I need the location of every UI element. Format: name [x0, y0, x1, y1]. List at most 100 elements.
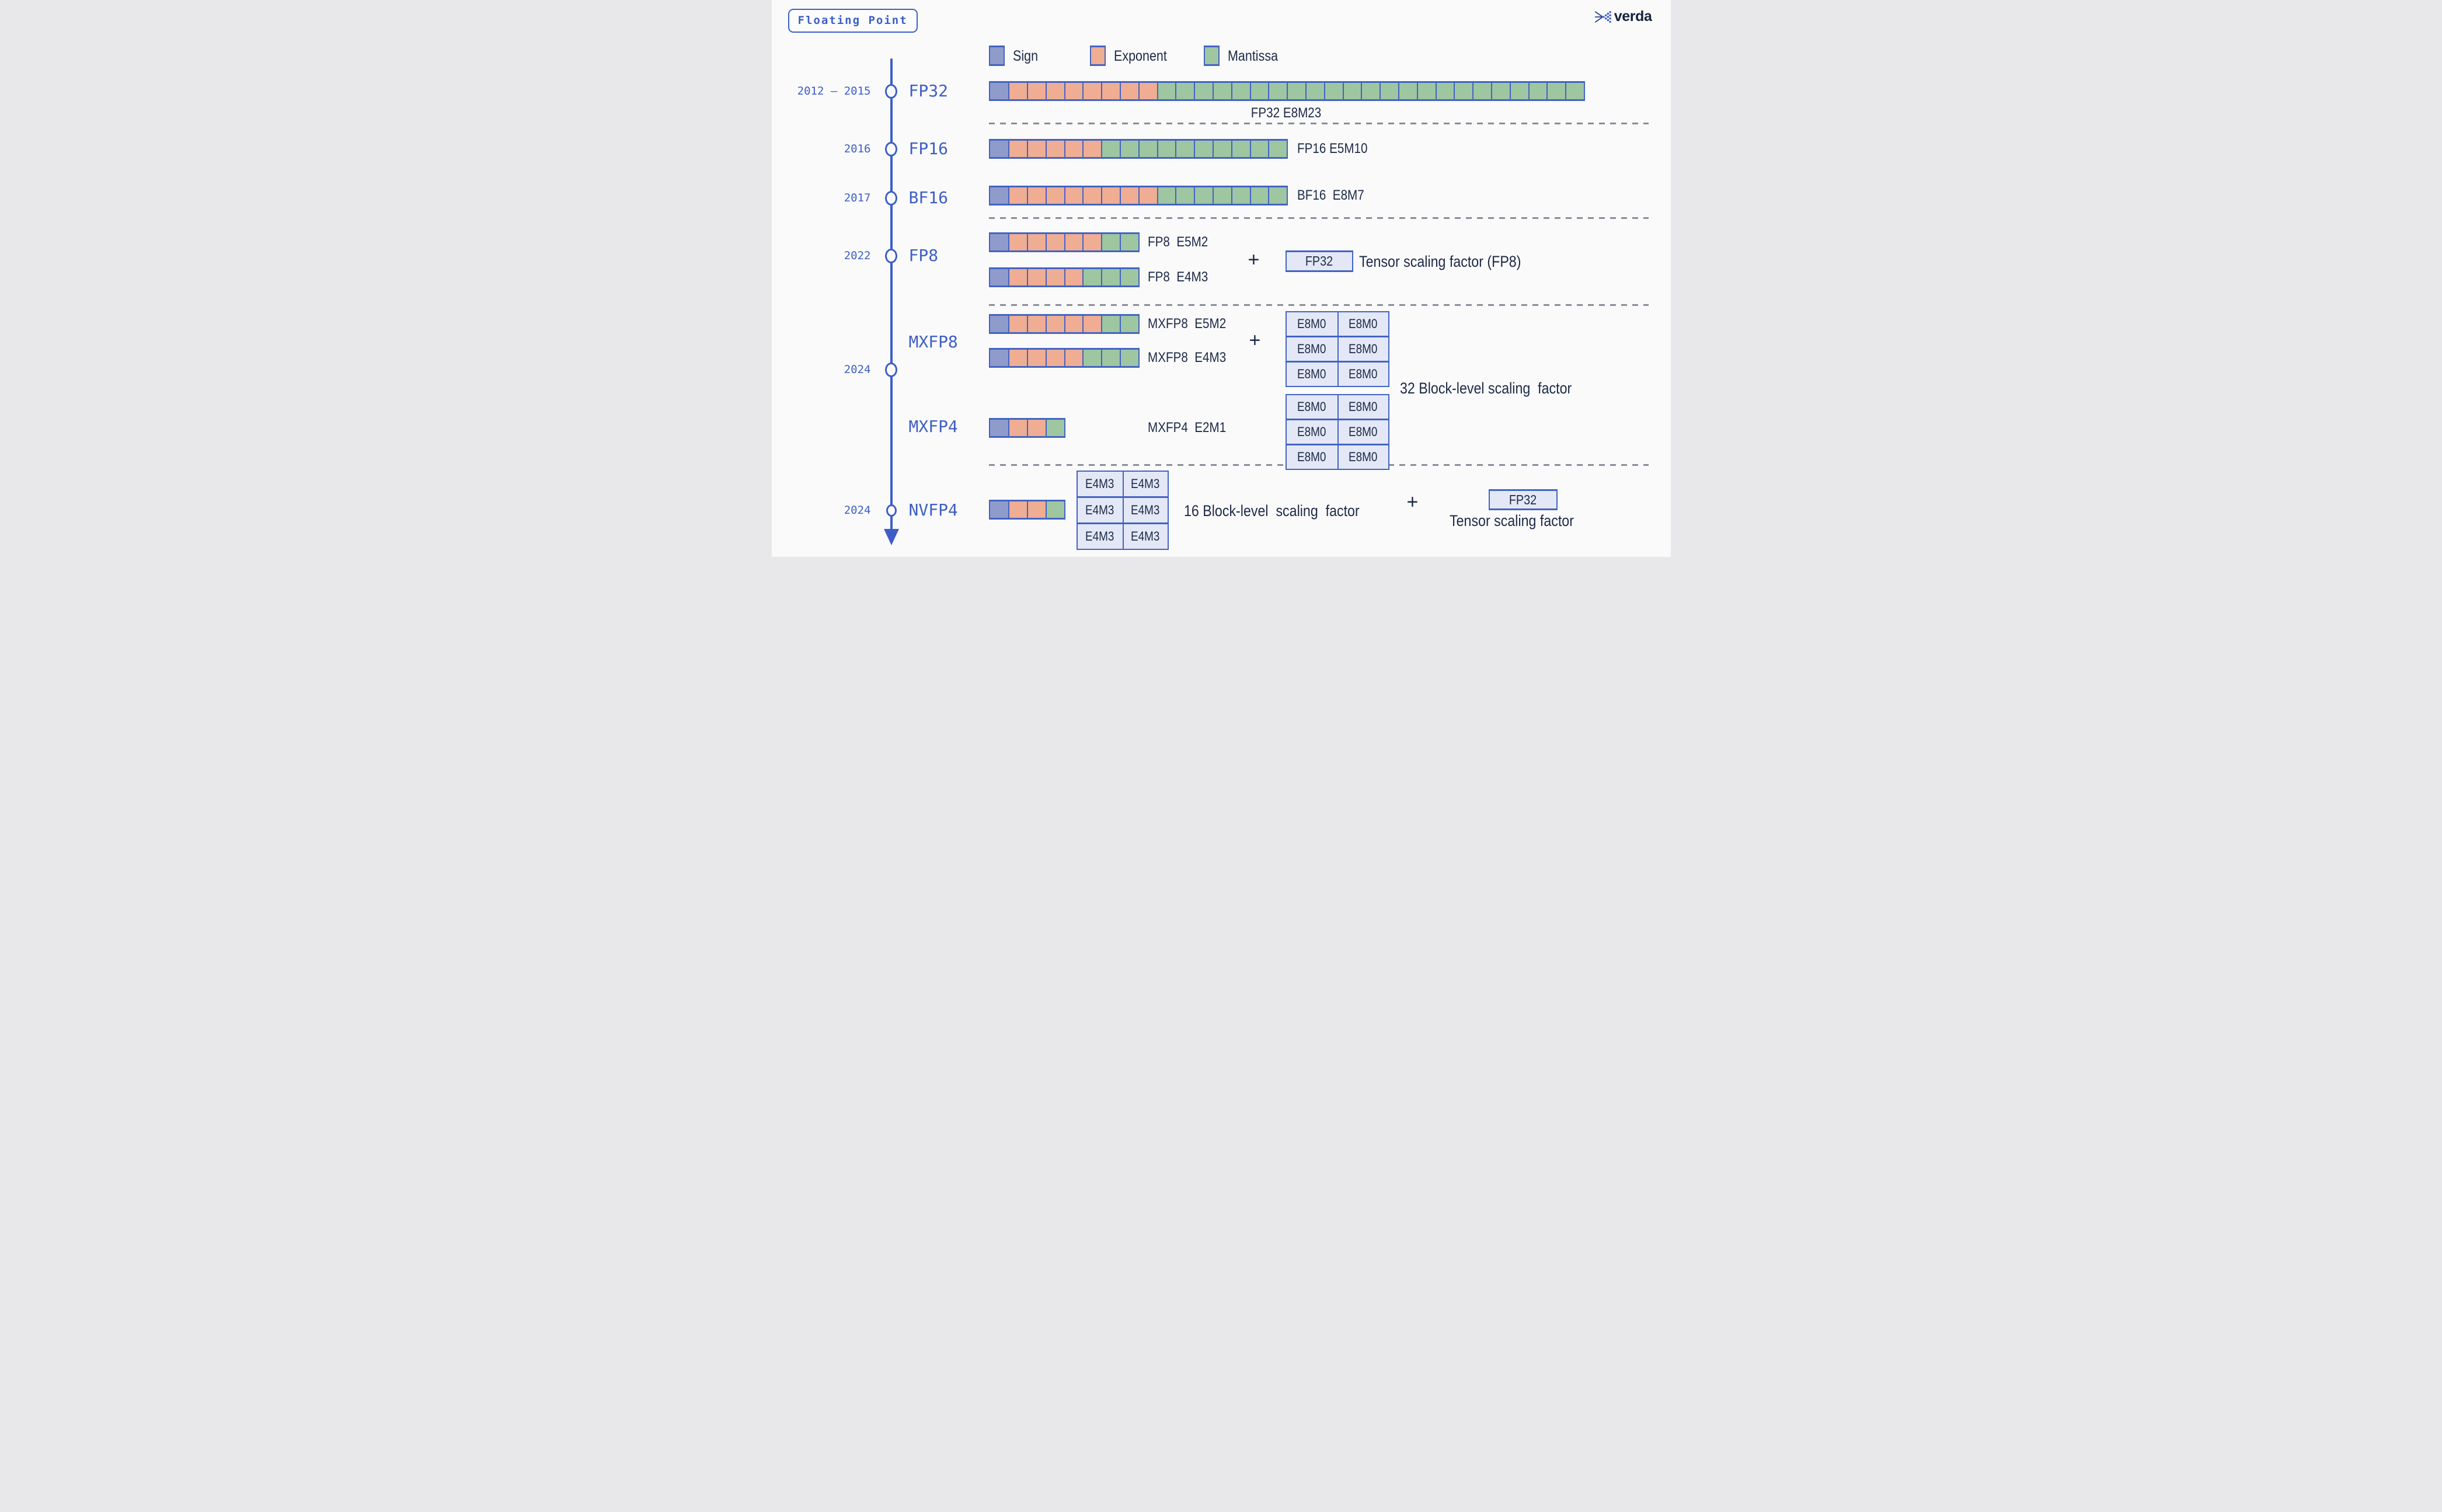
- bit-row-fp16: [988, 139, 1288, 159]
- scaling-grid-cell-text: E8M0: [1349, 399, 1378, 414]
- bit-cell-mantissa: [1213, 83, 1231, 99]
- bit-cell-mantissa: [1156, 141, 1176, 157]
- bit-cell-mantissa: [1249, 187, 1269, 204]
- bit-cell-exponent: [1045, 234, 1064, 250]
- caption-tensor-scaling-fp8: Tensor scaling factor (FP8): [1359, 253, 1548, 270]
- scale-box-text: FP32: [1509, 492, 1537, 507]
- bit-cell-exponent: [1064, 316, 1083, 332]
- scale-box-label: FP32: [1507, 492, 1539, 508]
- e4m3-scaling-grid: E4M3 E4M3 E4M3 E4M3 E4M3 E4M3: [1076, 471, 1169, 550]
- scaling-grid-cell: E8M0: [1287, 395, 1337, 419]
- bit-cell-mantissa: [1398, 83, 1417, 99]
- scaling-grid-cell: E4M3: [1078, 524, 1123, 549]
- legend-label-mantissa: Mantissa: [1227, 48, 1278, 64]
- bit-cell-exponent: [1008, 234, 1027, 250]
- scaling-grid-cell-text: E8M0: [1349, 450, 1378, 464]
- bit-cell-sign: [990, 350, 1009, 366]
- bit-cell-mantissa: [1156, 187, 1176, 204]
- bit-row-label-text-fp16: FP16 E5M10: [1297, 141, 1367, 156]
- scaling-grid-cell-text: E8M0: [1349, 342, 1378, 356]
- bit-cell-mantissa: [1194, 83, 1213, 99]
- bit-row-label-bf16: BF16 E8M7: [1297, 187, 1375, 204]
- bit-cell-mantissa: [1175, 83, 1194, 99]
- bit-cell-mantissa: [1138, 141, 1157, 157]
- bit-cell-mantissa: [1268, 83, 1287, 99]
- bit-row-label-fp8-e5m2: FP8 E5M2: [1148, 234, 1218, 250]
- legend-swatch-exponent: [1089, 46, 1106, 66]
- scaling-grid-cell: E8M0: [1287, 312, 1337, 336]
- bit-cell-exponent: [1008, 350, 1027, 366]
- scaling-grid-cell: E8M0: [1337, 445, 1388, 469]
- caption-text: Tensor scaling factor: [1449, 512, 1574, 529]
- legend-item-exponent: Exponent: [1089, 46, 1176, 67]
- scaling-grid-cell-label: E8M0: [1295, 367, 1328, 382]
- bit-cell-exponent: [1027, 269, 1046, 285]
- scaling-grid-cell-text: E8M0: [1297, 424, 1326, 439]
- scaling-grid-cell-text: E8M0: [1349, 367, 1378, 381]
- scaling-grid-row: E8M0 E8M0: [1286, 444, 1388, 469]
- timeline-arrow-icon: [883, 529, 899, 545]
- scaling-grid-cell: E4M3: [1122, 498, 1168, 522]
- bit-cell-mantissa: [1045, 501, 1064, 518]
- scaling-grid-cell: E8M0: [1337, 312, 1388, 336]
- scaling-grid-cell-label: E4M3: [1083, 503, 1116, 518]
- bit-row-mxfp8-e5m2: [988, 314, 1140, 334]
- bit-row-label-text-bf16: BF16 E8M7: [1297, 187, 1364, 203]
- e8m0-scaling-grid-2: E8M0 E8M0 E8M0 E8M0 E8M0 E8M0: [1285, 394, 1389, 470]
- scaling-grid-cell-label: E8M0: [1346, 399, 1379, 414]
- fp32-scale-box-nvfp4: FP32: [1488, 489, 1558, 510]
- bit-cell-exponent: [1008, 501, 1027, 518]
- scaling-grid-cell-label: E8M0: [1346, 424, 1379, 440]
- bit-row-label-mxfp8-e5m2: MXFP8 E5M2: [1148, 316, 1239, 332]
- bit-cell-mantissa: [1268, 187, 1287, 204]
- legend-label-sign: Sign: [1012, 48, 1038, 64]
- scaling-grid-cell-text: E4M3: [1085, 529, 1114, 544]
- bit-row-label-fp32: FP32 E8M23: [989, 105, 1584, 121]
- bit-cell-mantissa: [1231, 83, 1250, 99]
- legend-swatch-sign: [988, 46, 1005, 66]
- bit-cell-sign: [990, 141, 1009, 157]
- bit-cell-exponent: [1082, 141, 1102, 157]
- bit-cell-mantissa: [1416, 83, 1436, 99]
- bit-cell-exponent: [1027, 234, 1046, 250]
- timeline-year: 2024: [844, 363, 871, 376]
- brand-name: verda: [1614, 8, 1652, 25]
- caption-32-block-scaling: 32 Block-level scaling factor: [1400, 379, 1600, 397]
- scaling-grid-cell-text: E4M3: [1131, 529, 1160, 544]
- bit-cell-mantissa: [1287, 83, 1306, 99]
- bit-cell-exponent: [1008, 420, 1027, 436]
- bit-cell-exponent: [1082, 83, 1102, 99]
- bit-cell-mantissa: [1491, 83, 1510, 99]
- scaling-grid-cell-label: E8M0: [1346, 450, 1379, 465]
- scaling-grid-cell-label: E8M0: [1295, 342, 1328, 357]
- bit-cell-mantissa: [1101, 350, 1120, 366]
- timeline-format-label: FP32: [908, 81, 948, 100]
- bit-cell-mantissa: [1435, 83, 1454, 99]
- scale-box-text: FP32: [1305, 253, 1333, 269]
- plus-fp8: +: [1248, 249, 1260, 271]
- bit-cell-mantissa: [1175, 141, 1194, 157]
- scaling-grid-row: E8M0 E8M0: [1287, 312, 1388, 336]
- scaling-grid-cell: E8M0: [1337, 395, 1388, 419]
- bit-row-label-mxfp4: MXFP4 E2M1: [1148, 420, 1239, 436]
- scaling-grid-cell: E4M3: [1122, 472, 1168, 496]
- scaling-grid-cell-text: E8M0: [1297, 316, 1326, 331]
- scaling-grid-cell-text: E8M0: [1349, 316, 1378, 331]
- timeline-year: 2017: [844, 191, 871, 204]
- bit-cell-exponent: [1045, 141, 1064, 157]
- bit-cell-mantissa: [1175, 187, 1194, 204]
- bit-cell-mantissa: [1101, 234, 1120, 250]
- bit-cell-mantissa: [1472, 83, 1492, 99]
- bit-cell-mantissa: [1323, 83, 1343, 99]
- bit-row-nvfp4: [988, 500, 1065, 520]
- bit-cell-exponent: [1027, 316, 1046, 332]
- scaling-grid-cell-text: E8M0: [1297, 342, 1326, 356]
- bit-cell-exponent: [1138, 187, 1157, 204]
- bit-cell-mantissa: [1528, 83, 1547, 99]
- bit-cell-exponent: [1064, 350, 1083, 366]
- plus-mxfp8: +: [1249, 329, 1261, 351]
- scale-box-label: FP32: [1303, 253, 1335, 269]
- timeline-year: 2012 – 2015: [797, 85, 871, 97]
- scaling-grid-cell-text: E8M0: [1297, 450, 1326, 464]
- bit-cell-exponent: [1008, 269, 1027, 285]
